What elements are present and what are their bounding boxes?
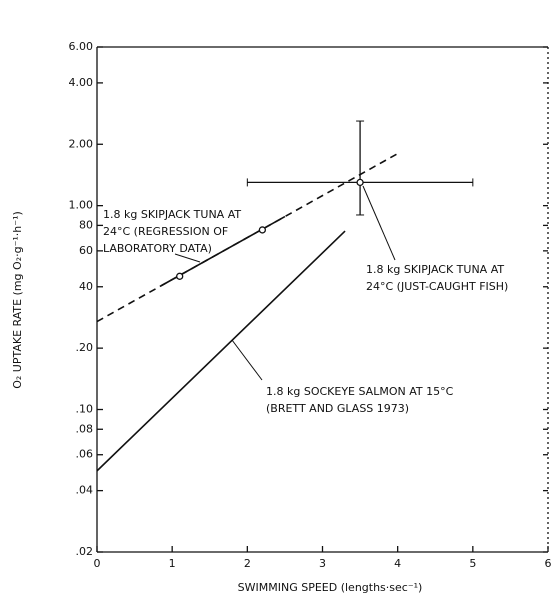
annotation: 1.8 kg SKIPJACK TUNA AT [366,263,504,276]
data-point [176,272,184,280]
y-tick-label: .20 [76,341,94,354]
y-tick-label: 6.00 [69,40,94,53]
annotation: 1.8 kg SOCKEYE SALMON AT 15°C [266,385,454,398]
x-tick-label: 1 [169,557,176,570]
line [96,230,346,472]
y-tick-label: 4.00 [69,76,94,89]
y-tick-label: 40 [79,280,93,293]
y-tick-label: 2.00 [69,137,94,150]
x-tick-label: 4 [394,557,401,570]
x-tick-label: 5 [469,557,476,570]
x-axis-label: SWIMMING SPEED (lengths·sec⁻¹) [238,581,423,594]
x-tick-label: 0 [94,557,101,570]
leader-line [231,339,263,381]
y-tick-label: 80 [79,218,93,231]
annotation: 24°C (JUST-CAUGHT FISH) [366,280,508,293]
y-tick-label: .04 [76,484,94,497]
annotation: 24°C (REGRESSION OF [103,225,228,238]
y-tick-label: .06 [76,448,94,461]
leader-line [174,253,201,263]
data-point [258,226,267,234]
y-tick-label: .08 [76,422,94,435]
y-tick-label: .10 [76,403,94,416]
annotation: (BRETT AND GLASS 1973) [266,402,409,415]
leader-line [362,185,396,261]
y-tick-label: .02 [76,545,94,558]
data-point [356,178,364,187]
x-tick-label: 2 [244,557,251,570]
y-tick-label: 1.00 [69,199,94,212]
annotation: 1.8 kg SKIPJACK TUNA AT [103,208,241,221]
y-tick-label: 60 [79,244,93,257]
x-tick-label: 3 [319,557,326,570]
x-tick-label: 6 [545,557,552,570]
y-axis-label: O₂ UPTAKE RATE (mg O₂·g⁻¹·h⁻¹) [11,211,24,389]
annotation: LABORATORY DATA) [103,242,212,255]
